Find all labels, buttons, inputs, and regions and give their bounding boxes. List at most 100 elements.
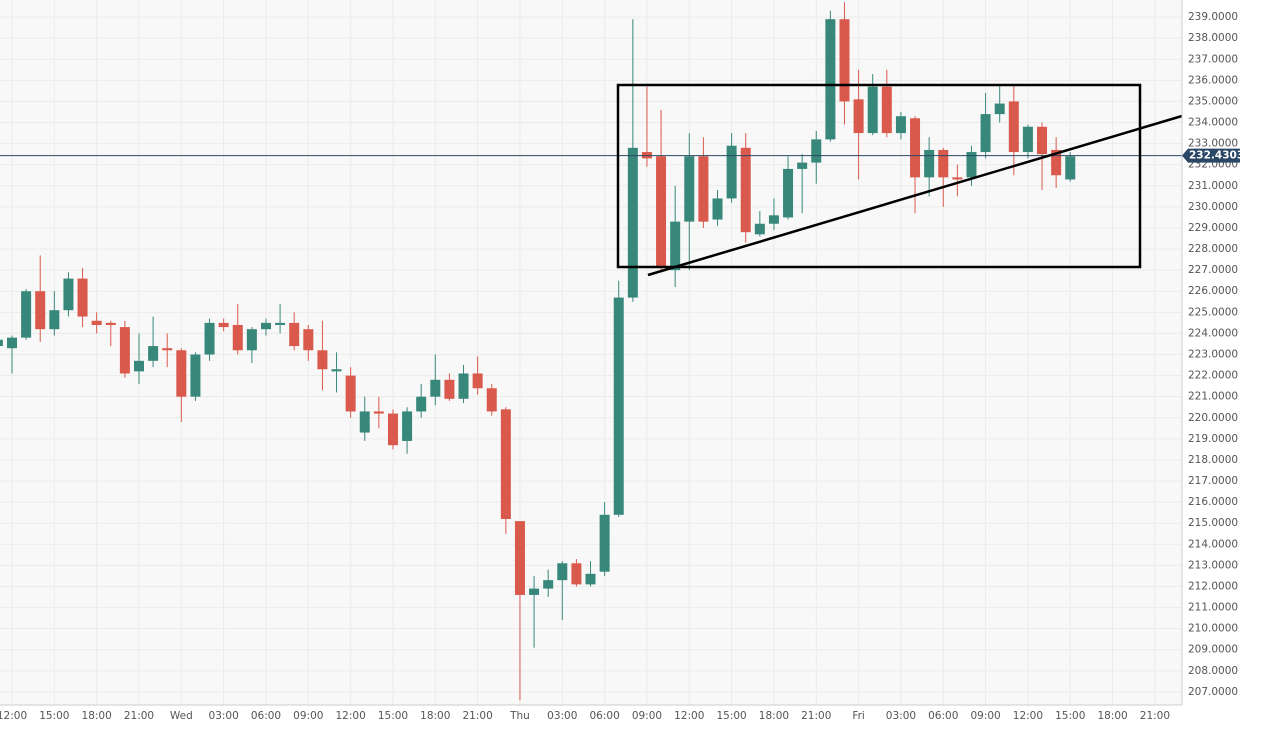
candle-body (119, 327, 130, 374)
candle-body (63, 278, 74, 311)
candle-body (599, 514, 610, 572)
candle-body (684, 156, 695, 222)
y-tick-label: 211.0000 (1188, 602, 1238, 614)
candle-body (331, 369, 342, 372)
x-tick-label: Fri (852, 710, 865, 722)
candle-body (740, 147, 751, 233)
grid (0, 0, 1182, 705)
candle-body (35, 291, 46, 330)
candle-body (783, 168, 794, 218)
candle-body (726, 145, 737, 199)
candle-body (387, 413, 398, 446)
candle-body (176, 350, 187, 397)
x-tick-label: 06:00 (928, 710, 958, 722)
x-tick-label: 18:00 (420, 710, 450, 722)
y-tick-label: 233.0000 (1188, 138, 1238, 150)
x-tick-label: 06:00 (251, 710, 281, 722)
y-tick-label: 214.0000 (1188, 538, 1238, 550)
candle-body (543, 580, 554, 589)
x-tick-label: 15:00 (378, 710, 408, 722)
y-tick-label: 209.0000 (1188, 644, 1238, 656)
y-tick-label: 207.0000 (1188, 686, 1238, 698)
candle-body (317, 350, 328, 370)
candle-body (952, 177, 963, 180)
candle-body (162, 348, 173, 351)
candle-body (0, 339, 3, 347)
x-tick-label: 21:00 (1140, 710, 1170, 722)
candle-body (895, 116, 906, 134)
candle-body (148, 346, 159, 361)
x-tick-label: 18:00 (82, 710, 112, 722)
x-tick-label: 12:00 (1013, 710, 1043, 722)
candle-body (797, 162, 808, 169)
y-tick-label: 229.0000 (1188, 222, 1238, 234)
candle-body (966, 152, 977, 178)
candle-body (1051, 149, 1062, 176)
candle-body (571, 563, 582, 585)
range-box (616, 83, 1142, 269)
x-tick-label: 12:00 (336, 710, 366, 722)
candle-body (21, 291, 32, 338)
y-tick-label: 216.0000 (1188, 496, 1238, 508)
candle-body (811, 139, 822, 163)
candles (0, 2, 1182, 701)
y-tick-label: 219.0000 (1188, 433, 1238, 445)
y-tick-label: 217.0000 (1188, 475, 1238, 487)
candle-body (1008, 101, 1019, 153)
candle-body (853, 99, 864, 134)
y-tick-label: 237.0000 (1188, 53, 1238, 65)
y-tick-label: 222.0000 (1188, 370, 1238, 382)
x-tick-label: 06:00 (589, 710, 619, 722)
y-tick-label: 230.0000 (1188, 201, 1238, 213)
candle-body (656, 156, 667, 269)
candle-body (289, 322, 300, 347)
x-tick-label: 18:00 (759, 710, 789, 722)
candle-body (303, 329, 314, 351)
y-tick-label: 218.0000 (1188, 454, 1238, 466)
y-tick-label: 228.0000 (1188, 243, 1238, 255)
x-tick-label: Wed (170, 710, 193, 722)
candle-body (91, 320, 102, 325)
candle-body (105, 322, 116, 325)
x-tick-label: 21:00 (462, 710, 492, 722)
y-tick-label: 212.0000 (1188, 580, 1238, 592)
candle-body (839, 19, 850, 102)
candle-body (557, 563, 568, 581)
x-tick-label: 21:00 (801, 710, 831, 722)
candle-body (486, 388, 497, 412)
y-tick-label: 235.0000 (1188, 95, 1238, 107)
candle-body (472, 373, 483, 389)
x-tick-label: 21:00 (124, 710, 154, 722)
y-tick-label: 221.0000 (1188, 391, 1238, 403)
x-tick-label: 18:00 (1097, 710, 1127, 722)
x-tick-label: 15:00 (716, 710, 746, 722)
candle-body (260, 322, 271, 330)
candle-body (881, 86, 892, 134)
y-tick-label: 215.0000 (1188, 517, 1238, 529)
candle-body (910, 118, 921, 178)
last-price-tag (1182, 148, 1240, 163)
axis-labels: 207.0000 208.0000 209.0000 210.0000 211.0000… (0, 11, 1251, 722)
x-tick-label: 09:00 (293, 710, 323, 722)
candle-body (359, 411, 370, 433)
candle-body (416, 396, 427, 412)
y-tick-label: 224.0000 (1188, 327, 1238, 339)
candle-body (133, 360, 144, 372)
candle-body (627, 147, 638, 298)
candle-body (232, 324, 243, 351)
candle-body (49, 310, 60, 330)
x-tick-label: 12:00 (674, 710, 704, 722)
candle-body (514, 521, 525, 595)
candle-body (924, 149, 935, 178)
candle-body (444, 379, 455, 399)
y-tick-label: 226.0000 (1188, 285, 1238, 297)
candle-body (430, 379, 441, 397)
y-tick-label: 225.0000 (1188, 306, 1238, 318)
candle-body (529, 588, 540, 595)
candle-body (994, 103, 1005, 115)
x-tick-label: 03:00 (547, 710, 577, 722)
candle-body (754, 223, 765, 235)
candle-body (585, 573, 596, 585)
candle-body (7, 337, 17, 349)
x-tick-label: 15:00 (1055, 710, 1085, 722)
